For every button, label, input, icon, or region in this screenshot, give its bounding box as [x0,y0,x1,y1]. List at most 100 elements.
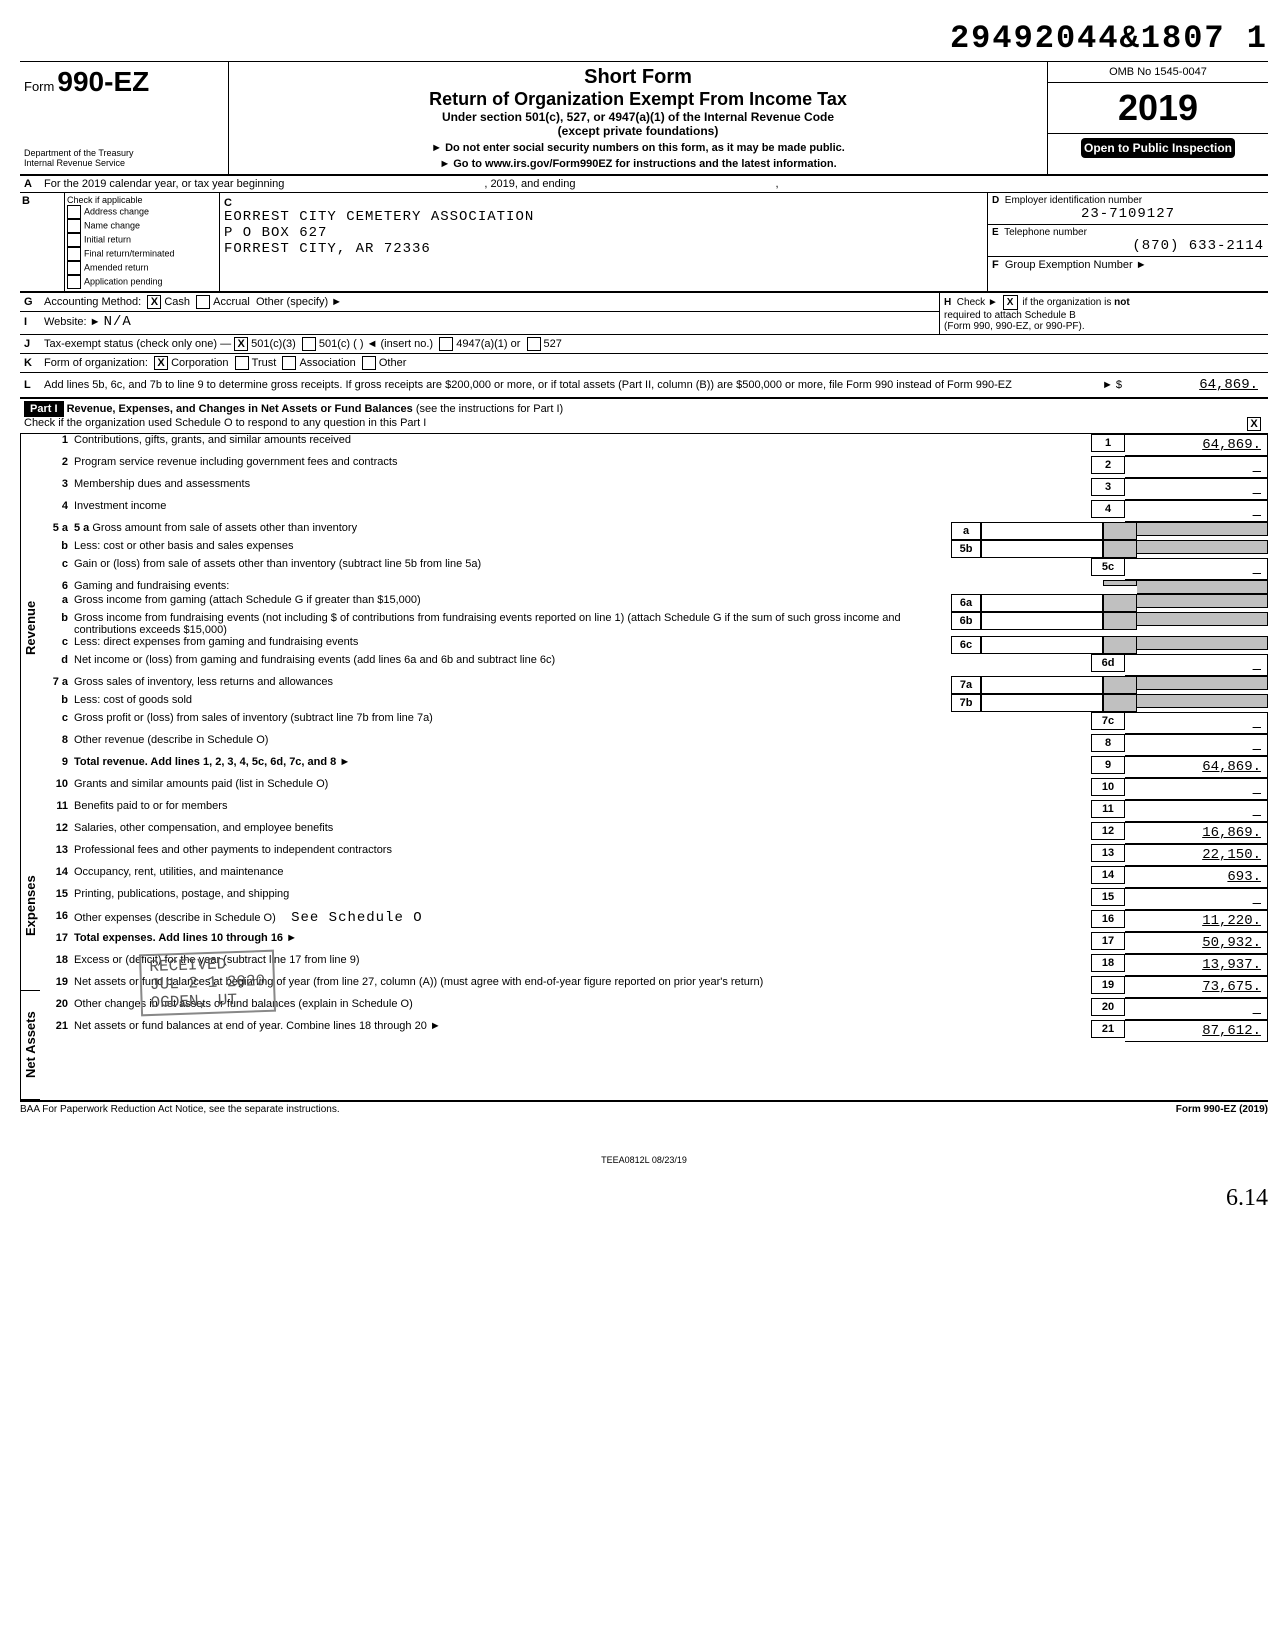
check-amended[interactable] [67,261,81,275]
line-7a: 7 aGross sales of inventory, less return… [40,676,1268,694]
h-text3: required to attach Schedule B [944,310,1076,321]
row-a-text1: For the 2019 calendar year, or tax year … [44,178,284,190]
h-text4: (Form 990, 990-EZ, or 990-PF). [944,321,1085,332]
row-a-text3: , [775,178,778,190]
e-text: Telephone number [1004,227,1087,238]
h-text1: Check ► [957,297,998,308]
l-arrow: ► $ [1102,379,1122,391]
opt-501c: 501(c) ( ) ◄ (insert no.) [319,338,433,350]
opt-other: Other [379,357,407,369]
line-5a: 5 a5 a Gross amount from sale of assets … [40,522,1268,540]
line-14: 14Occupancy, rent, utilities, and mainte… [40,866,1268,888]
part1-check[interactable]: X [1247,417,1261,431]
opt-corp: Corporation [171,357,228,369]
label-h: H [944,297,951,308]
line-6: 6Gaming and fundraising events: [40,580,1268,594]
row-h: H Check ► X if the organization is not r… [939,292,1268,334]
line-3: 3Membership dues and assessments3 [40,478,1268,500]
check-final-label: Final return/terminated [84,248,175,258]
short-form-label: Short Form [233,66,1043,89]
website-label: Website: ► [44,316,101,328]
accrual-label: Accrual [213,296,250,308]
org-addr2: FORREST CITY, AR 72336 [224,241,983,257]
form-header: Form 990-EZ Department of the Treasury I… [20,61,1268,175]
check-address-label: Address change [84,206,149,216]
label-a: A [24,178,44,190]
line-6a: aGross income from gaming (attach Schedu… [40,594,1268,612]
open-public-badge: Open to Public Inspection [1081,138,1235,158]
form-number: 990-EZ [57,66,149,97]
other-label: Other (specify) ► [256,296,342,308]
check-cash[interactable]: X [147,295,161,309]
line-1: 1Contributions, gifts, grants, and simil… [40,434,1268,456]
return-title: Return of Organization Exempt From Incom… [233,89,1043,110]
part1-title: Revenue, Expenses, and Changes in Net As… [67,403,413,415]
row-a-text2: , 2019, and ending [484,178,575,190]
row-g: G Accounting Method: XCash Accrual Other… [20,292,939,311]
check-initial-label: Initial return [84,234,131,244]
check-corp[interactable]: X [154,356,168,370]
subtitle-2: (except private foundations) [233,124,1043,138]
omb-number: OMB No 1545-0047 [1048,62,1268,83]
org-addr1: P O BOX 627 [224,225,983,241]
check-address[interactable] [67,205,81,219]
check-name[interactable] [67,219,81,233]
ein-value: 23-7109127 [992,206,1264,222]
footer-form: Form 990-EZ (2019) [1176,1104,1268,1115]
footer-baa: BAA For Paperwork Reduction Act Notice, … [20,1104,340,1115]
check-name-label: Name change [84,220,140,230]
h-text2: if the organization is [1022,297,1111,308]
l-text: Add lines 5b, 6c, and 7b to line 9 to de… [44,379,1102,391]
check-initial[interactable] [67,233,81,247]
line-11: 11Benefits paid to or for members11 [40,800,1268,822]
line-5b: bLess: cost or other basis and sales exp… [40,540,1268,558]
line-13: 13Professional fees and other payments t… [40,844,1268,866]
check-pending[interactable] [67,275,81,289]
line-6c: cLess: direct expenses from gaming and f… [40,636,1268,654]
row-i: I Website: ► N/A [20,311,939,332]
label-c: C [224,197,983,209]
note-url: ► Go to www.irs.gov/Form990EZ for instru… [233,158,1043,170]
check-amended-label: Amended return [84,262,149,272]
label-e: E [992,227,999,238]
line-21: 21Net assets or fund balances at end of … [40,1020,1268,1042]
row-j: J Tax-exempt status (check only one) — X… [20,334,1268,353]
subtitle-1: Under section 501(c), 527, or 4947(a)(1)… [233,110,1043,124]
check-501c[interactable] [302,337,316,351]
check-other-org[interactable] [362,356,376,370]
check-527[interactable] [527,337,541,351]
label-i: I [24,316,44,328]
form-label: Form [24,79,54,94]
line-2: 2Program service revenue including gover… [40,456,1268,478]
label-f: F [992,259,999,271]
scanned-stamp: SCANNED MAY 0 6 2021 [0,700,3,962]
j-text: Tax-exempt status (check only one) — [44,338,231,350]
opt-trust: Trust [252,357,277,369]
part1-bar: Part I [24,401,64,417]
line-9: 9Total revenue. Add lines 1, 2, 3, 4, 5c… [40,756,1268,778]
document-number: 29492044&1807 1 [20,20,1268,57]
line-8: 8Other revenue (describe in Schedule O)8 [40,734,1268,756]
footer: BAA For Paperwork Reduction Act Notice, … [20,1100,1268,1115]
handwritten-note: 6.14 [1226,1185,1268,1211]
line-4: 4Investment income4 [40,500,1268,522]
row-g-text: Accounting Method: [44,296,141,308]
check-h[interactable]: X [1003,295,1018,310]
line-5c: cGain or (loss) from sale of assets othe… [40,558,1268,580]
line-10: 10Grants and similar amounts paid (list … [40,778,1268,800]
label-g: G [24,296,44,308]
line-6d: dNet income or (loss) from gaming and fu… [40,654,1268,676]
opt-assoc: Association [299,357,355,369]
line-6b: bGross income from fundraising events (n… [40,612,1268,636]
org-name: EORREST CITY CEMETERY ASSOCIATION [224,209,983,225]
label-l: L [24,379,44,391]
check-assoc[interactable] [282,356,296,370]
check-4947[interactable] [439,337,453,351]
check-trust[interactable] [235,356,249,370]
check-final[interactable] [67,247,81,261]
check-501c3[interactable]: X [234,337,248,351]
expenses-label: Expenses [20,822,40,991]
check-accrual[interactable] [196,295,210,309]
label-d: D [992,195,999,206]
f-text: Group Exemption Number ► [1005,259,1147,271]
